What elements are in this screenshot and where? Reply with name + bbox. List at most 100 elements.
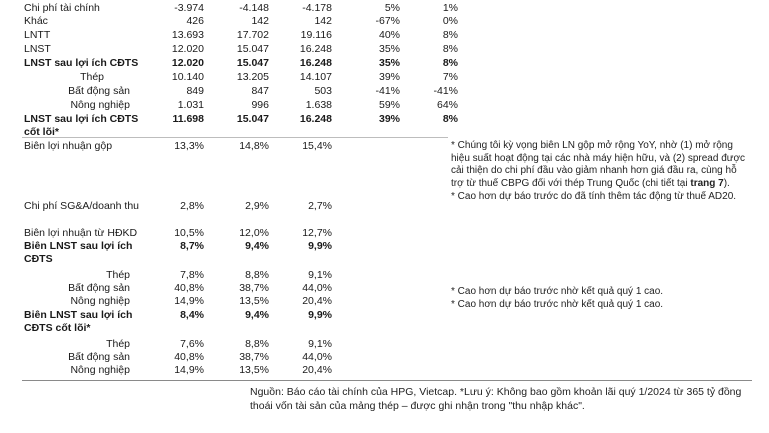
row-label: Thép: [106, 338, 130, 350]
cell: 426: [186, 15, 204, 27]
cell: 2,8%: [180, 200, 204, 212]
cell: 0%: [442, 15, 458, 27]
cell: 2,9%: [245, 200, 269, 212]
cell: 7%: [442, 71, 458, 83]
row-label: LNST: [24, 43, 51, 55]
cell: 9,1%: [308, 269, 332, 281]
row-label: Biên lợi nhuận từ HĐKD: [24, 227, 138, 239]
cell: 16.248: [299, 113, 332, 125]
cell: 8,7%: [180, 240, 204, 252]
row-label: Chi phí tài chính: [24, 2, 100, 14]
row-label: Chi phí SG&A/doanh thu: [24, 200, 139, 212]
cell: 1.638: [305, 99, 332, 111]
cell: 15.047: [236, 113, 269, 125]
cell: 38,7%: [239, 282, 269, 294]
cell: -41%: [433, 85, 458, 97]
cell: 19.116: [300, 29, 332, 41]
cell: 16.248: [299, 43, 332, 55]
cell: 13,5%: [239, 295, 269, 307]
cell: 8,4%: [180, 309, 204, 321]
table-row: LNST sau lợi ích CĐTS cốt lõi* 11.698 15…: [22, 113, 458, 139]
cell: 503: [314, 85, 332, 97]
cell: 44,0%: [302, 351, 332, 363]
cell: 12.020: [171, 43, 204, 55]
cell: 15.047: [236, 57, 269, 69]
cell: -3.974: [174, 2, 204, 14]
cell: 12,7%: [302, 227, 332, 239]
cell: 13.693: [171, 29, 204, 41]
cell: 17.702: [236, 29, 269, 41]
cell: 12.020: [171, 57, 204, 69]
cell: 35%: [378, 43, 400, 55]
table-row: Nông nghiệp 14,9% 13,5% 20,4%: [22, 295, 448, 308]
cell: 14,9%: [174, 364, 204, 376]
cell: -4.148: [239, 2, 269, 14]
row-label: LNTT: [24, 29, 51, 41]
row-label: Bất động sản: [68, 351, 130, 363]
cell: 39%: [378, 71, 400, 83]
table-row: Biên LNST sau lợi ích CĐTS cốt lõi* 8,4%…: [22, 309, 448, 335]
cell: 44,0%: [302, 282, 332, 294]
table-row: Thép 10.140 13.205 14.107 39% 7%: [22, 71, 458, 84]
cell: 20,4%: [302, 364, 332, 376]
cell: 5%: [384, 2, 400, 14]
cell: 14,9%: [174, 295, 204, 307]
cell: 142: [314, 15, 332, 27]
forecast-table: Chi phí tài chính -3.974 -4.148 -4.178 5…: [22, 0, 458, 376]
table-row: Nông nghiệp 1.031 996 1.638 59% 64%: [22, 99, 458, 112]
cell: 9,1%: [308, 338, 332, 350]
cell: 847: [251, 85, 269, 97]
cell: 8%: [442, 113, 458, 125]
ad20-note: * Cao hơn dự báo trước do đã tính thêm t…: [451, 191, 737, 202]
cell: 14,8%: [239, 140, 269, 152]
cell: 7,8%: [180, 269, 204, 281]
row-label: Nông nghiệp: [70, 99, 130, 111]
cell: 14.107: [299, 71, 332, 83]
cell: 16.248: [299, 57, 332, 69]
cell: 40,8%: [174, 282, 204, 294]
cell: 9,9%: [308, 309, 332, 321]
cell: 10.140: [171, 71, 204, 83]
cell: 142: [251, 15, 269, 27]
cell: 8%: [442, 43, 458, 55]
table-row: Nông nghiệp 14,9% 13,5% 20,4%: [22, 364, 448, 377]
cell: 40%: [378, 29, 400, 41]
row-label: Biên LNST sau lợi ích CĐTS: [24, 240, 133, 265]
table-row: Khác 426 142 142 -67% 0%: [22, 15, 458, 28]
page-reference: trang 7: [690, 177, 724, 189]
cell: 13.205: [236, 71, 269, 83]
row-label: Biên lợi nhuận gộp: [24, 140, 113, 152]
cell: 40,8%: [174, 351, 204, 363]
cell: 1.031: [177, 99, 204, 111]
table-row: Thép 7,8% 8,8% 9,1%: [22, 269, 448, 282]
table-row: Chi phí SG&A/doanh thu 2,8% 2,9% 2,7%: [22, 200, 448, 226]
row-label: LNST sau lợi ích CĐTS: [24, 57, 139, 69]
table-row: Chi phí tài chính -3.974 -4.148 -4.178 5…: [22, 2, 458, 15]
cell: 12,0%: [239, 227, 269, 239]
cell: 39%: [378, 113, 400, 125]
table-row: Bất động sản 40,8% 38,7% 44,0%: [22, 282, 448, 295]
table-row: Thép 7,6% 8,8% 9,1%: [22, 338, 448, 351]
cell: 13,3%: [174, 140, 204, 152]
table-row: LNTT 13.693 17.702 19.116 40% 8%: [22, 29, 458, 42]
table-row: Biên lợi nhuận từ HĐKD 10,5% 12,0% 12,7%: [22, 227, 448, 240]
cell: 13,5%: [239, 364, 269, 376]
cell: 9,4%: [245, 309, 269, 321]
row-label: Thép: [80, 71, 104, 83]
table-row: Biên lợi nhuận gộp 13,3% 14,8% 15,4%: [22, 137, 448, 200]
row-label: Nông nghiệp: [70, 295, 130, 307]
cell: 11.698: [172, 113, 204, 125]
gross-margin-note: * Chúng tôi kỳ vọng biên LN gộp mở rộng …: [451, 140, 751, 190]
row-label: Khác: [24, 15, 48, 27]
row-label: Bất động sản: [68, 85, 130, 97]
table-row: Biên LNST sau lợi ích CĐTS 8,7% 9,4% 9,9…: [22, 240, 448, 266]
table-row: LNST 12.020 15.047 16.248 35% 8%: [22, 43, 458, 56]
cell: 1%: [442, 2, 458, 14]
row-label: Bất động sản: [68, 282, 130, 294]
cell: 15.047: [236, 43, 269, 55]
cell: -67%: [375, 15, 400, 27]
cell: 8,8%: [245, 269, 269, 281]
agriculture-note: * Cao hơn dự báo trước nhờ kết quả quý 1…: [451, 299, 664, 310]
cell: 9,4%: [245, 240, 269, 252]
